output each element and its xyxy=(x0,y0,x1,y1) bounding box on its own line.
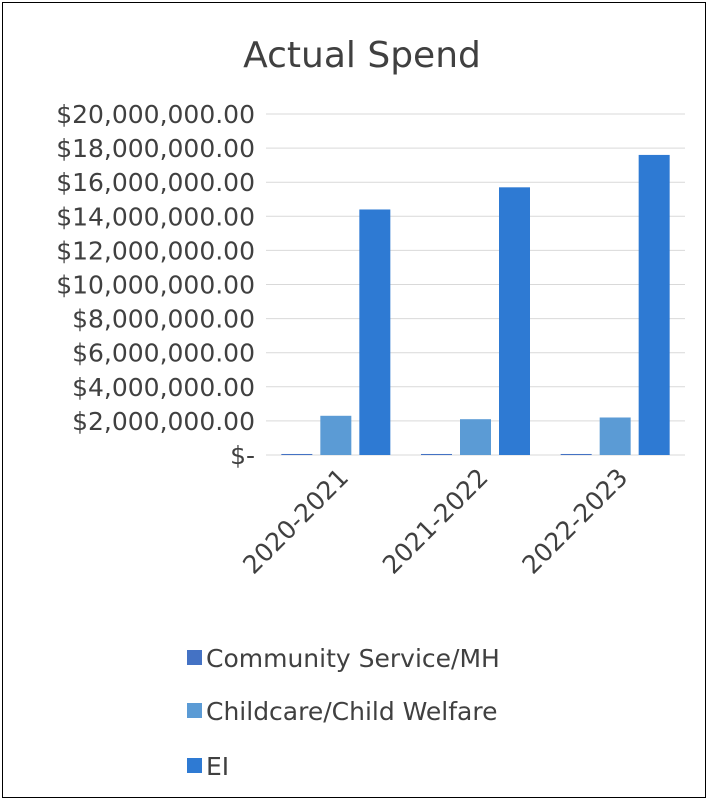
x-category-label: 2022-2023 xyxy=(517,463,634,580)
y-tick-label: $12,000,000.00 xyxy=(56,236,255,265)
x-axis-labels: 2020-2021 2021-2022 2022-2023 xyxy=(237,463,633,580)
bar-community-service-mh-2022-2023 xyxy=(560,453,592,455)
bar-ei-2021-2022 xyxy=(499,187,530,455)
chart-svg: Actual Spend $- $2,000,000.00 $4,000,000.0… xyxy=(56,35,685,781)
chart-title: Actual Spend xyxy=(243,35,481,76)
legend-label: Community Service/MH xyxy=(206,644,500,673)
y-tick-label: $6,000,000.00 xyxy=(72,339,255,368)
y-tick-label: $- xyxy=(230,441,255,470)
bar-community-service-mh-2021-2022 xyxy=(421,453,452,455)
y-tick-label: $8,000,000.00 xyxy=(72,305,255,334)
y-tick-label: $2,000,000.00 xyxy=(72,407,255,436)
y-tick-label: $20,000,000.00 xyxy=(56,100,255,129)
legend-swatch xyxy=(187,650,202,665)
x-category-label: 2020-2021 xyxy=(237,463,354,580)
x-category-label: 2021-2022 xyxy=(377,463,494,580)
bar-community-service-mh-2020-2021 xyxy=(281,453,313,455)
legend: Community Service/MH Childcare/Child Welf… xyxy=(187,644,500,781)
y-tick-label: $4,000,000.00 xyxy=(72,373,255,402)
y-tick-label: $14,000,000.00 xyxy=(56,202,255,231)
legend-swatch xyxy=(187,703,202,718)
legend-label: Childcare/Child Welfare xyxy=(206,697,497,726)
bar-childcare-child-welfare-2020-2021 xyxy=(320,415,352,455)
bar-childcare-child-welfare-2021-2022 xyxy=(460,419,491,455)
bar-ei-2022-2023 xyxy=(638,154,670,456)
y-tick-label: $18,000,000.00 xyxy=(56,134,255,163)
y-tick-label: $10,000,000.00 xyxy=(56,271,255,300)
y-axis-ticks: $- $2,000,000.00 $4,000,000.00 $6,000,000.0… xyxy=(56,100,255,470)
gridlines xyxy=(266,113,685,456)
bar-childcare-child-welfare-2022-2023 xyxy=(599,417,631,455)
bar-ei-2020-2021 xyxy=(359,209,391,455)
legend-label: EI xyxy=(206,752,229,781)
bars xyxy=(281,154,670,456)
legend-swatch xyxy=(187,758,202,773)
y-tick-label: $16,000,000.00 xyxy=(56,168,255,197)
